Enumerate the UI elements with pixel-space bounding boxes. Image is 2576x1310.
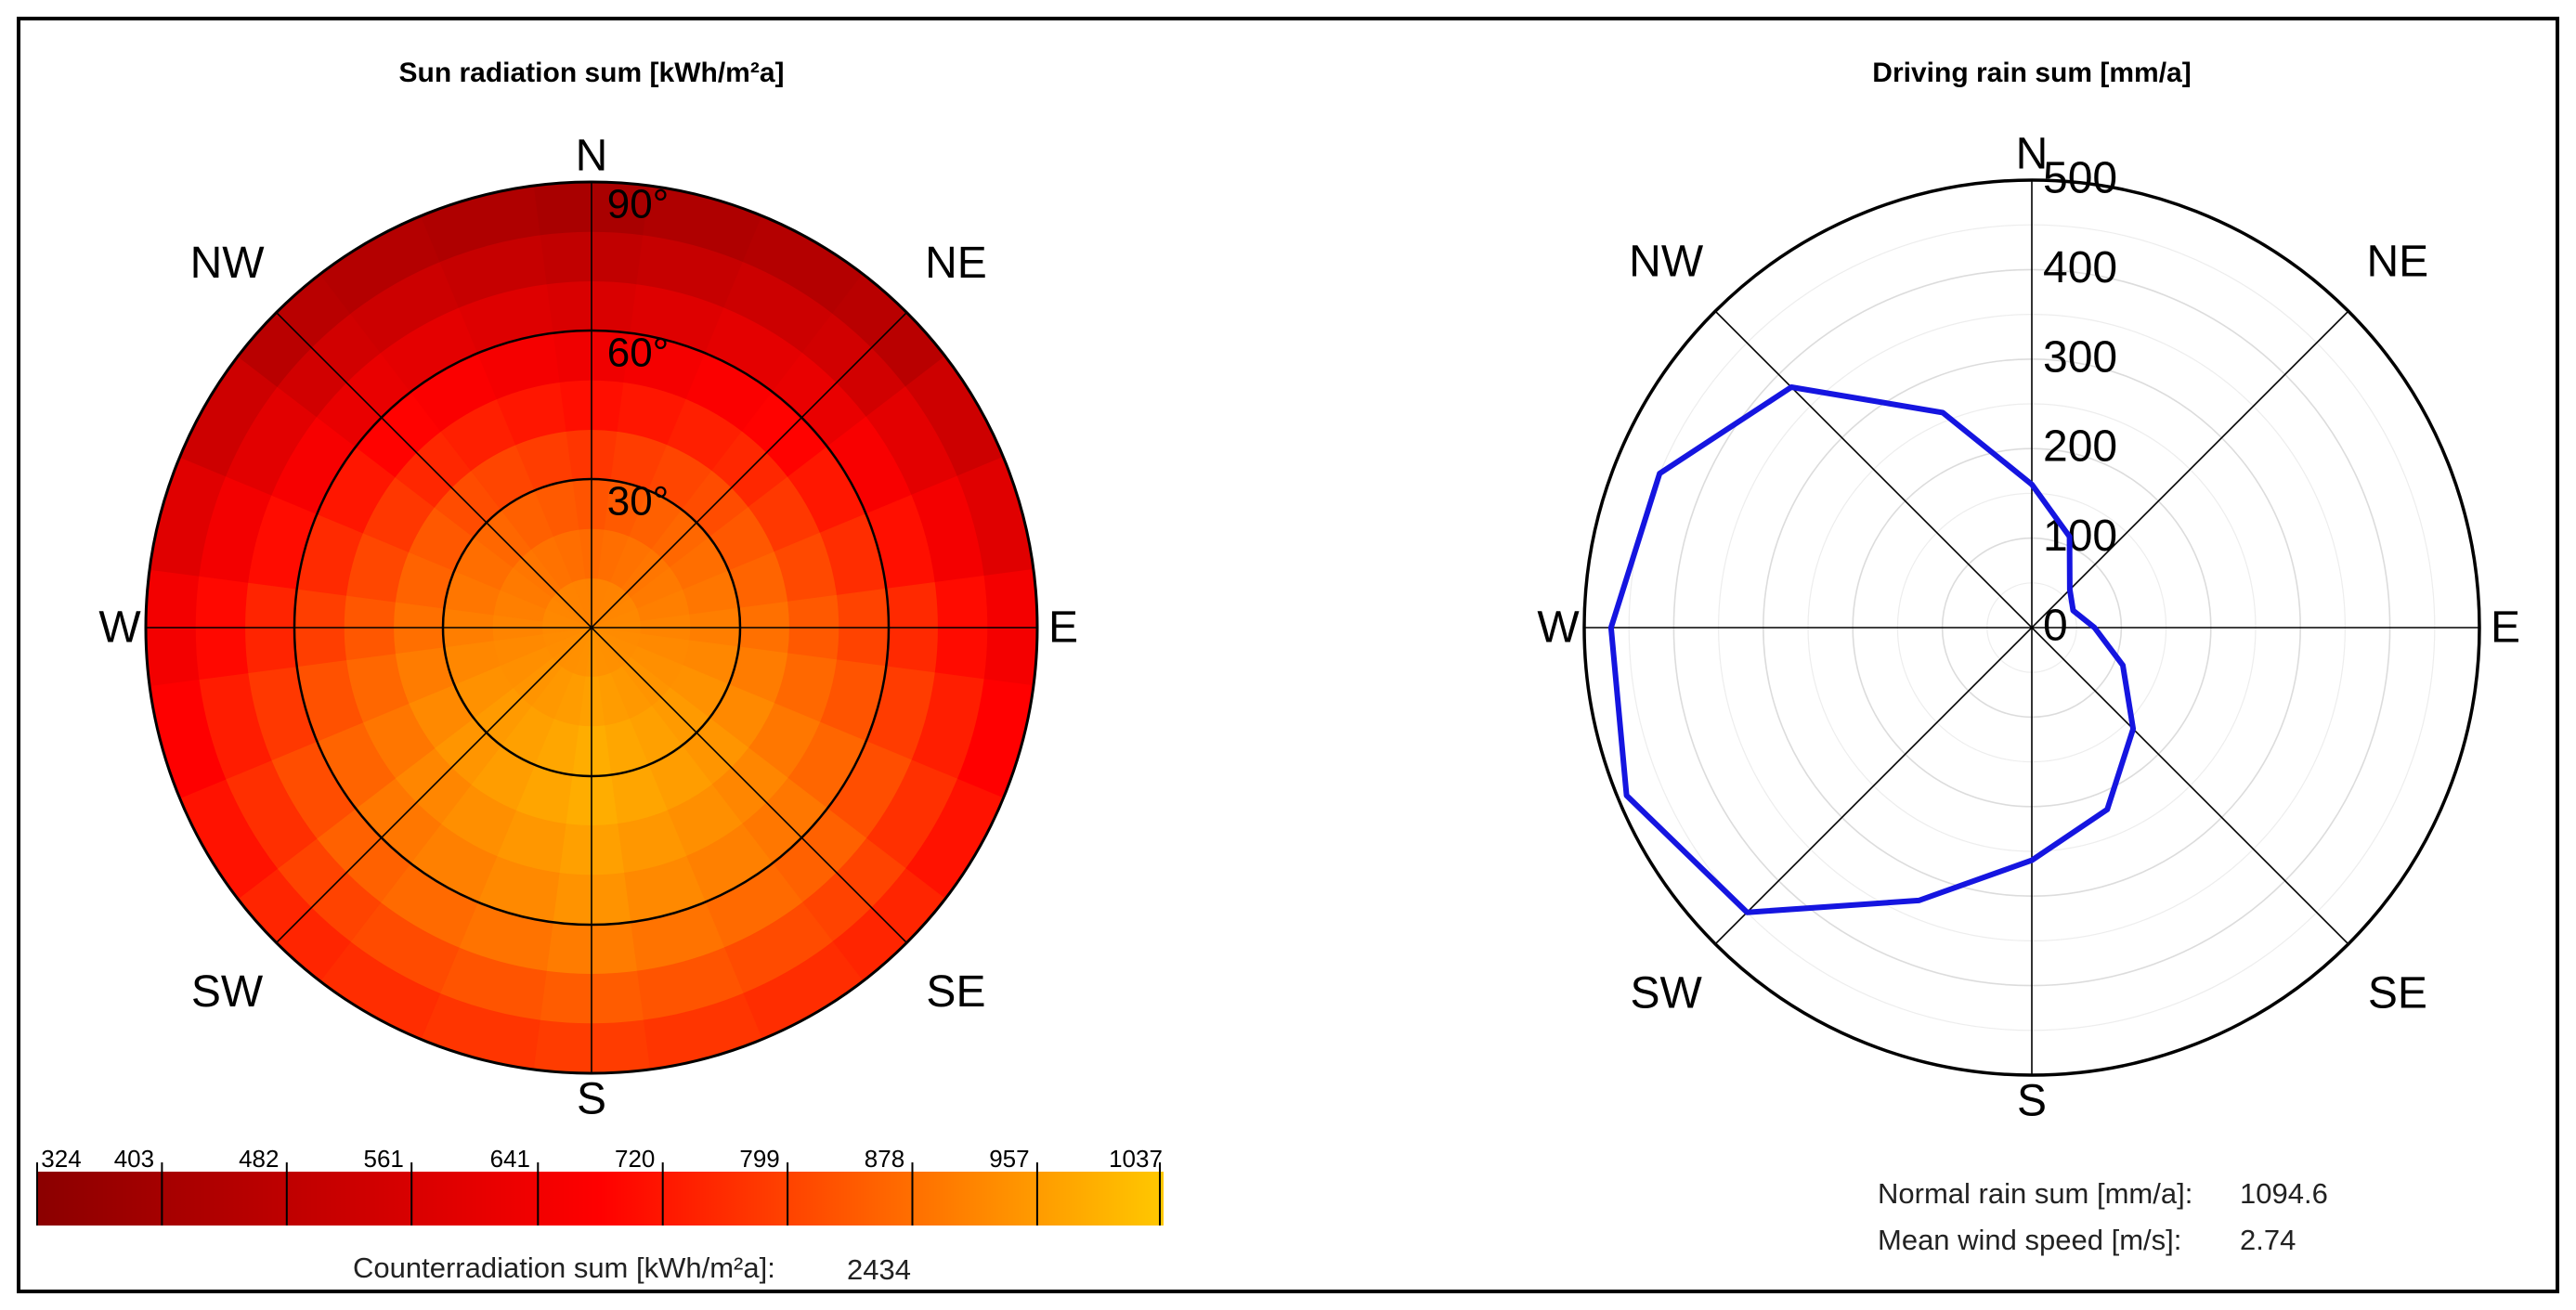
wind-speed-value: 2.74	[2240, 1224, 2296, 1256]
rain-point-90	[2093, 627, 2095, 629]
rain-point-112.5	[2122, 665, 2124, 667]
direction-label-se: SE	[926, 967, 985, 1017]
direction-label-ne: NE	[925, 239, 987, 288]
rain-direction-labels: N NE E SE S SW W NW	[1537, 130, 2520, 1126]
rain-grid	[1582, 178, 2481, 1077]
colorbar-tick-label: 799	[739, 1145, 779, 1173]
colorbar-tick-label: 324	[41, 1145, 81, 1173]
rain-data-points	[1610, 386, 2134, 914]
colorbar-tick-label: 957	[989, 1145, 1029, 1173]
direction-label-s: S	[577, 1075, 606, 1124]
direction-label-nw: NW	[190, 239, 266, 288]
radial-label-0: 0	[2043, 602, 2068, 651]
direction-label-w: W	[1537, 603, 1580, 653]
direction-label-s: S	[2017, 1077, 2047, 1126]
radial-label-400: 400	[2043, 243, 2117, 292]
direction-label-w: W	[98, 603, 141, 653]
radiation-direction-labels: N NE E SE S SW W NW	[98, 132, 1078, 1124]
colorbar-ticks: 324 403 482 561 641 720 799 878 957 1037	[36, 1145, 1163, 1226]
tilt-label-60: 60°	[607, 331, 670, 376]
rain-point-270	[1610, 627, 1612, 629]
counterradiation-label: Counterradiation sum [kWh/m²a]:	[353, 1252, 775, 1284]
colorbar-tick-label: 561	[364, 1145, 404, 1173]
direction-label-nw: NW	[1629, 238, 1704, 287]
radial-label-300: 300	[2043, 332, 2117, 382]
colorbar-tick-label: 720	[615, 1145, 655, 1173]
normal-rain-value: 1094.6	[2240, 1177, 2328, 1210]
rain-point-315	[1790, 386, 1792, 388]
wind-speed-label: Mean wind speed [m/s]:	[1878, 1224, 2182, 1256]
spoke	[1714, 310, 2349, 945]
direction-label-sw: SW	[1630, 968, 1702, 1018]
rain-point-225	[1746, 912, 1748, 914]
rain-point-157.5	[2106, 809, 2108, 811]
colorbar-tick-label: 482	[239, 1145, 279, 1173]
direction-label-n: N	[576, 132, 608, 181]
direction-label-ne: NE	[2367, 238, 2429, 287]
rain-point-67.5	[2073, 610, 2075, 612]
radiation-chart-title: Sun radiation sum [kWh/m²a]	[398, 58, 784, 88]
rain-point-337.5	[1942, 411, 1944, 413]
radiation-grid	[144, 180, 1039, 1075]
rain-point-247.5	[1626, 795, 1628, 797]
tilt-label-90: 90°	[607, 182, 670, 227]
colorbar-tick-label: 878	[865, 1145, 904, 1173]
direction-label-sw: SW	[191, 967, 264, 1017]
colorbar-tick-label: 641	[490, 1145, 530, 1173]
rain-point-180	[2031, 860, 2033, 862]
rain-point-0	[2031, 484, 2033, 486]
direction-label-e: E	[1048, 603, 1078, 653]
colorbar-tick-label: 1037	[1109, 1145, 1163, 1173]
direction-label-n: N	[2016, 130, 2049, 179]
colorbar-tick-label: 403	[114, 1145, 154, 1173]
spoke	[276, 312, 907, 943]
tilt-label-30: 30°	[607, 479, 670, 525]
direction-label-se: SE	[2368, 968, 2427, 1018]
normal-rain-label: Normal rain sum [mm/a]:	[1878, 1177, 2193, 1210]
radial-label-200: 200	[2043, 422, 2117, 472]
rain-point-22.5	[2069, 536, 2071, 538]
counterradiation-value: 2434	[847, 1253, 911, 1286]
colorbar	[37, 1172, 1164, 1226]
rain-chart-title: Driving rain sum [mm/a]	[1872, 58, 2191, 88]
rain-point-135	[2132, 728, 2134, 730]
direction-label-e: E	[2491, 603, 2520, 653]
radiation-tilt-labels: 30° 60° 90°	[607, 182, 670, 525]
radial-label-500: 500	[2043, 154, 2117, 203]
